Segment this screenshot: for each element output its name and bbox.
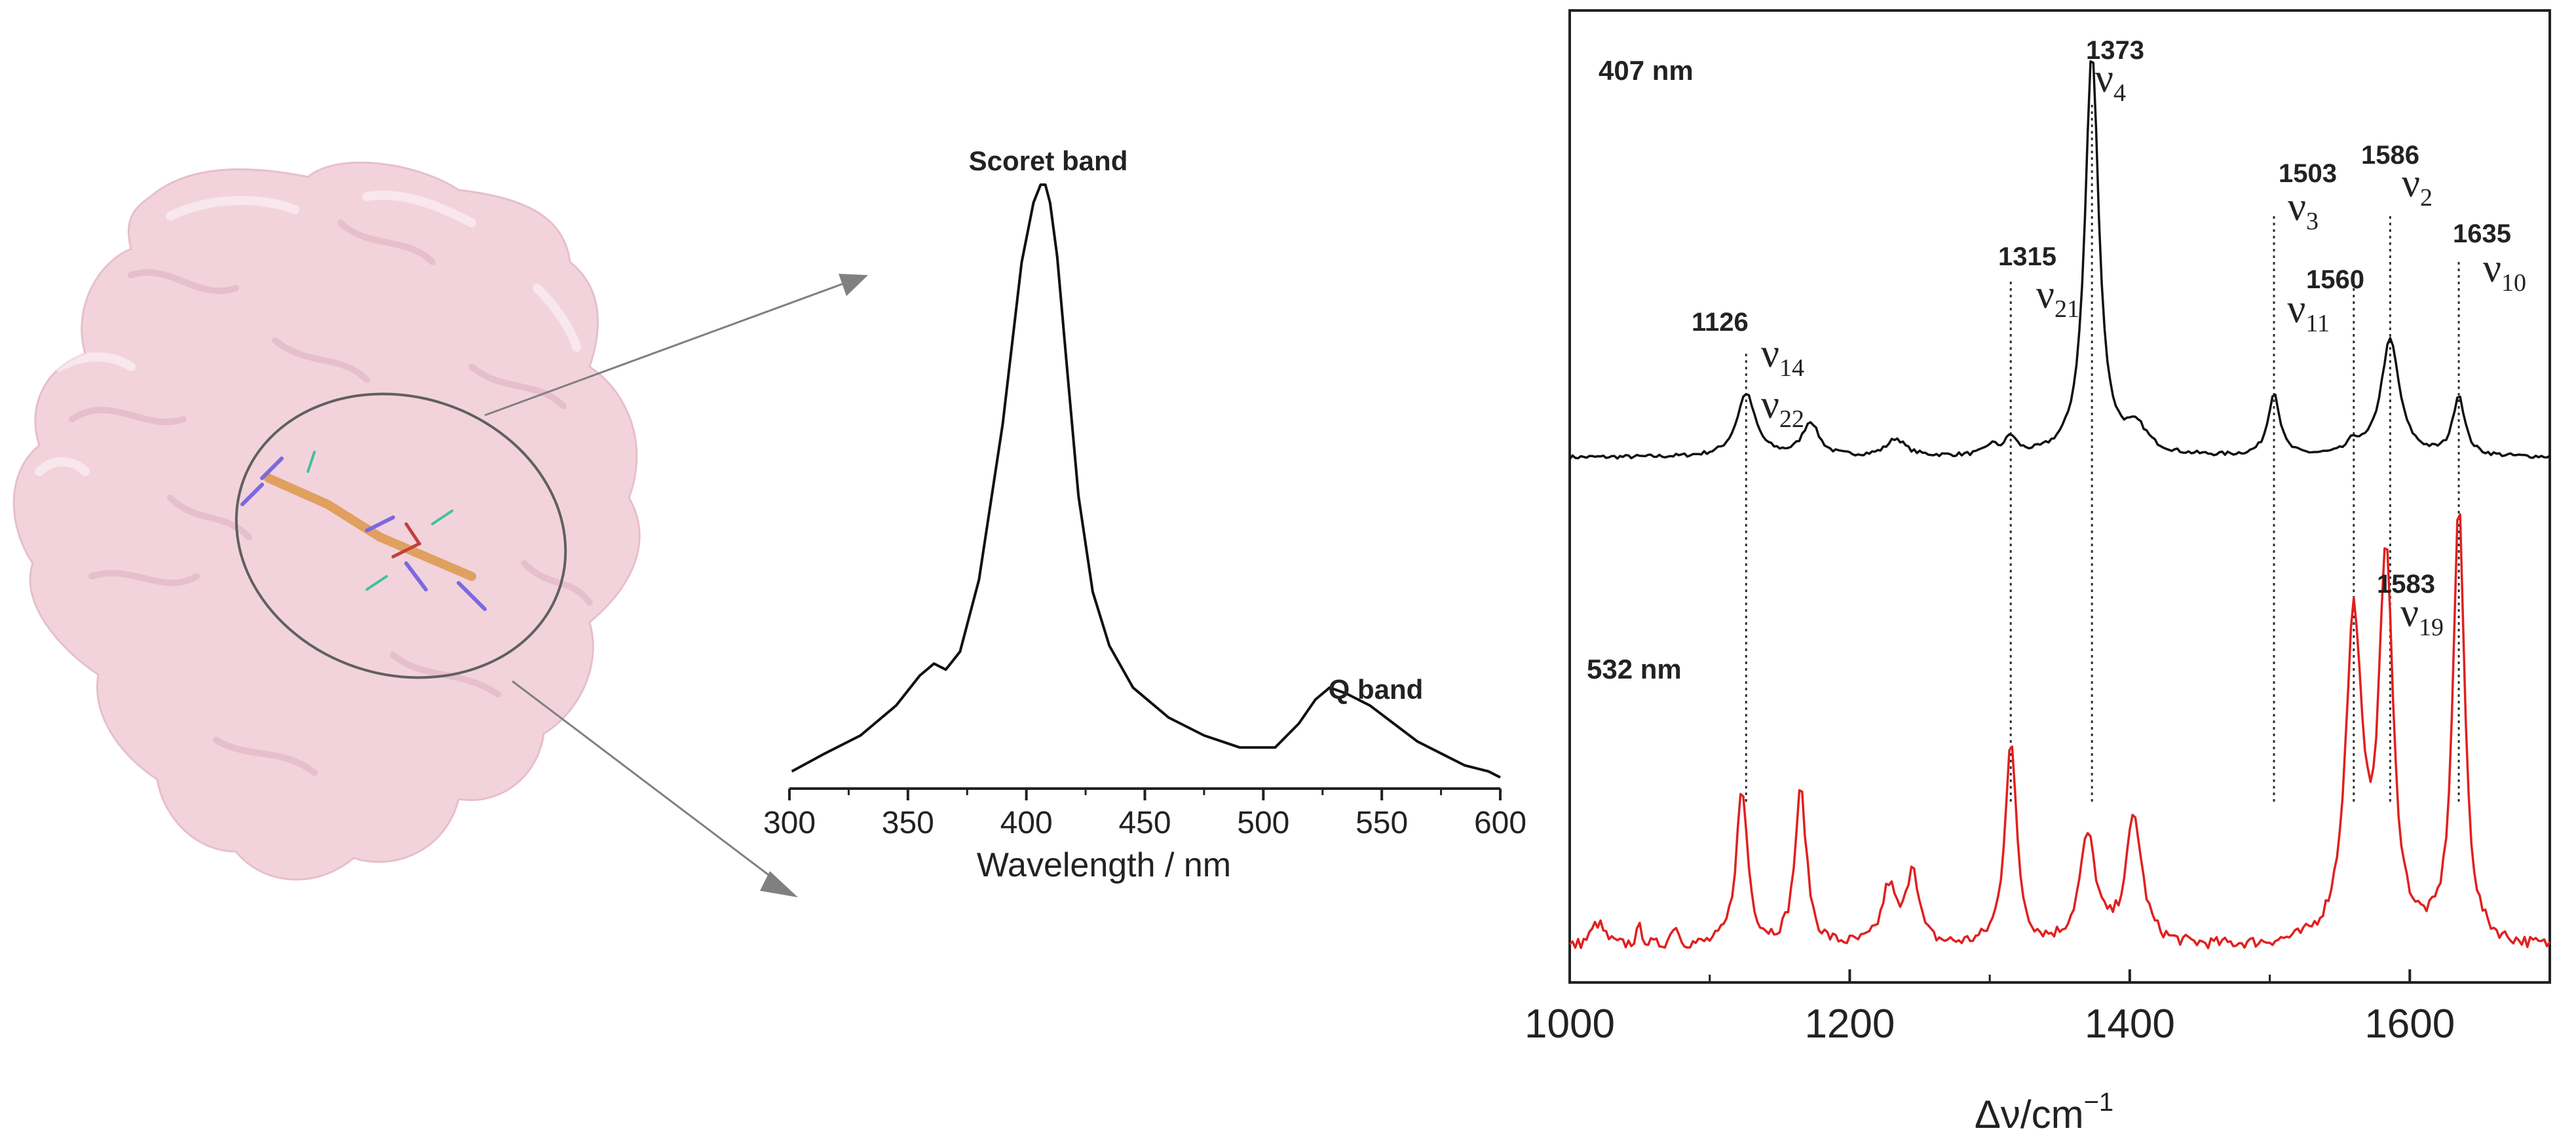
raman-wavenumber-label: 1126 [1692,308,1749,337]
raman-line-532nm [1568,513,2551,950]
raman-wavenumber-label: 1373 [2086,36,2144,65]
raman-x-axis-label-sup: −1 [2084,1088,2114,1117]
nu-symbol: ν [2400,591,2419,635]
absorption-x-tick-label: 400 [1000,806,1053,840]
raman-x-axis-label-main: Δν/cm [1975,1092,2084,1136]
absorption-series [791,183,1501,779]
raman-x-ticks: 1000 1200 1400 1600 [1525,969,2455,1047]
nu-symbol: ν [2036,272,2055,317]
nu-symbol: ν [2095,56,2113,101]
upper-arrow [484,282,846,417]
series-label-407nm: 407 nm [1599,55,1694,86]
nu-symbol: ν [2288,185,2306,229]
raman-chart: 1000 1200 1400 1600 1126ν14ν221315ν211373ν4… [1525,9,2551,1136]
nu-subscript: 19 [2419,614,2444,641]
raman-series [1568,60,2551,950]
binding-site-circle [235,392,567,679]
raman-wavenumber-label: 1635 [2453,219,2511,248]
upper-arrow-head [839,274,868,296]
raman-mode-symbol: ν14 [1761,331,1804,382]
nu-subscript: 14 [1779,354,1804,382]
raman-wavenumber-label: 1586 [2361,141,2419,170]
raman-mode-symbol: ν11 [2287,287,2330,337]
nu-subscript: 2 [2420,184,2433,212]
nu-subscript: 4 [2113,79,2126,107]
absorption-x-tick-label: 600 [1474,806,1526,840]
nu-symbol: ν [2402,161,2420,206]
lower-arrow [512,680,776,882]
absorption-line [791,183,1501,779]
raman-mode-symbol: ν22 [1761,383,1804,433]
raman-mode-labels: 1126ν14ν221315ν211373ν41503ν31560ν111586… [1692,36,2526,641]
raman-x-tick-label: 1000 [1525,1001,1615,1047]
absorption-x-tick-label: 350 [882,806,934,840]
raman-wavenumber-label: 1583 [2377,570,2435,599]
nu-symbol: ν [2287,287,2305,331]
raman-x-tick-label: 1400 [2085,1001,2175,1047]
raman-x-tick-label: 1600 [2364,1001,2455,1047]
raman-x-tick-label: 1200 [1804,1001,1895,1047]
raman-wavenumber-label: 1503 [2279,159,2337,188]
zoom-arrows [484,274,868,897]
absorption-x-tick-label: 500 [1237,806,1289,840]
raman-wavenumber-label: 1315 [1998,242,2056,271]
absorption-x-ticks: 300 350 400 450 500 550 600 [763,789,1526,840]
absorption-x-axis-label: Wavelength / nm [977,846,1231,884]
heme-ligand-sticks [240,451,487,611]
nu-subscript: 11 [2305,310,2330,337]
raman-x-axis-label: Δν/cm−1 [1975,1088,2113,1136]
raman-mode-symbol: ν19 [2400,591,2444,641]
absorption-x-tick-label: 450 [1118,806,1171,840]
absorption-x-tick-label: 300 [763,806,816,840]
raman-mode-symbol: ν10 [2483,246,2526,297]
protein-surface-image [12,161,641,881]
raman-line-407nm [1568,60,2550,460]
raman-mode-symbol: ν21 [2036,272,2079,323]
nu-subscript: 21 [2055,295,2079,323]
raman-plot-frame [1568,9,2551,984]
raman-mode-symbol: ν2 [2402,161,2433,212]
absorption-chart: 300 350 400 450 500 550 600 Scoret band Q band… [763,145,1526,884]
lower-arrow-head [760,871,798,897]
series-label-532nm: 532 nm [1587,654,1682,684]
q-band-label: Q band [1329,674,1424,705]
scoret-band-label: Scoret band [969,145,1128,176]
nu-subscript: 10 [2501,269,2526,297]
nu-symbol: ν [2483,246,2501,291]
raman-mode-symbol: ν3 [2288,185,2319,235]
raman-mode-guide-lines [1745,105,2460,806]
nu-subscript: 22 [1779,405,1804,433]
absorption-x-tick-label: 550 [1355,806,1408,840]
nu-symbol: ν [1761,383,1779,427]
raman-mode-symbol: ν4 [2095,56,2126,107]
nu-subscript: 3 [2306,208,2319,235]
nu-symbol: ν [1761,331,1779,376]
raman-wavenumber-label: 1560 [2306,265,2364,294]
